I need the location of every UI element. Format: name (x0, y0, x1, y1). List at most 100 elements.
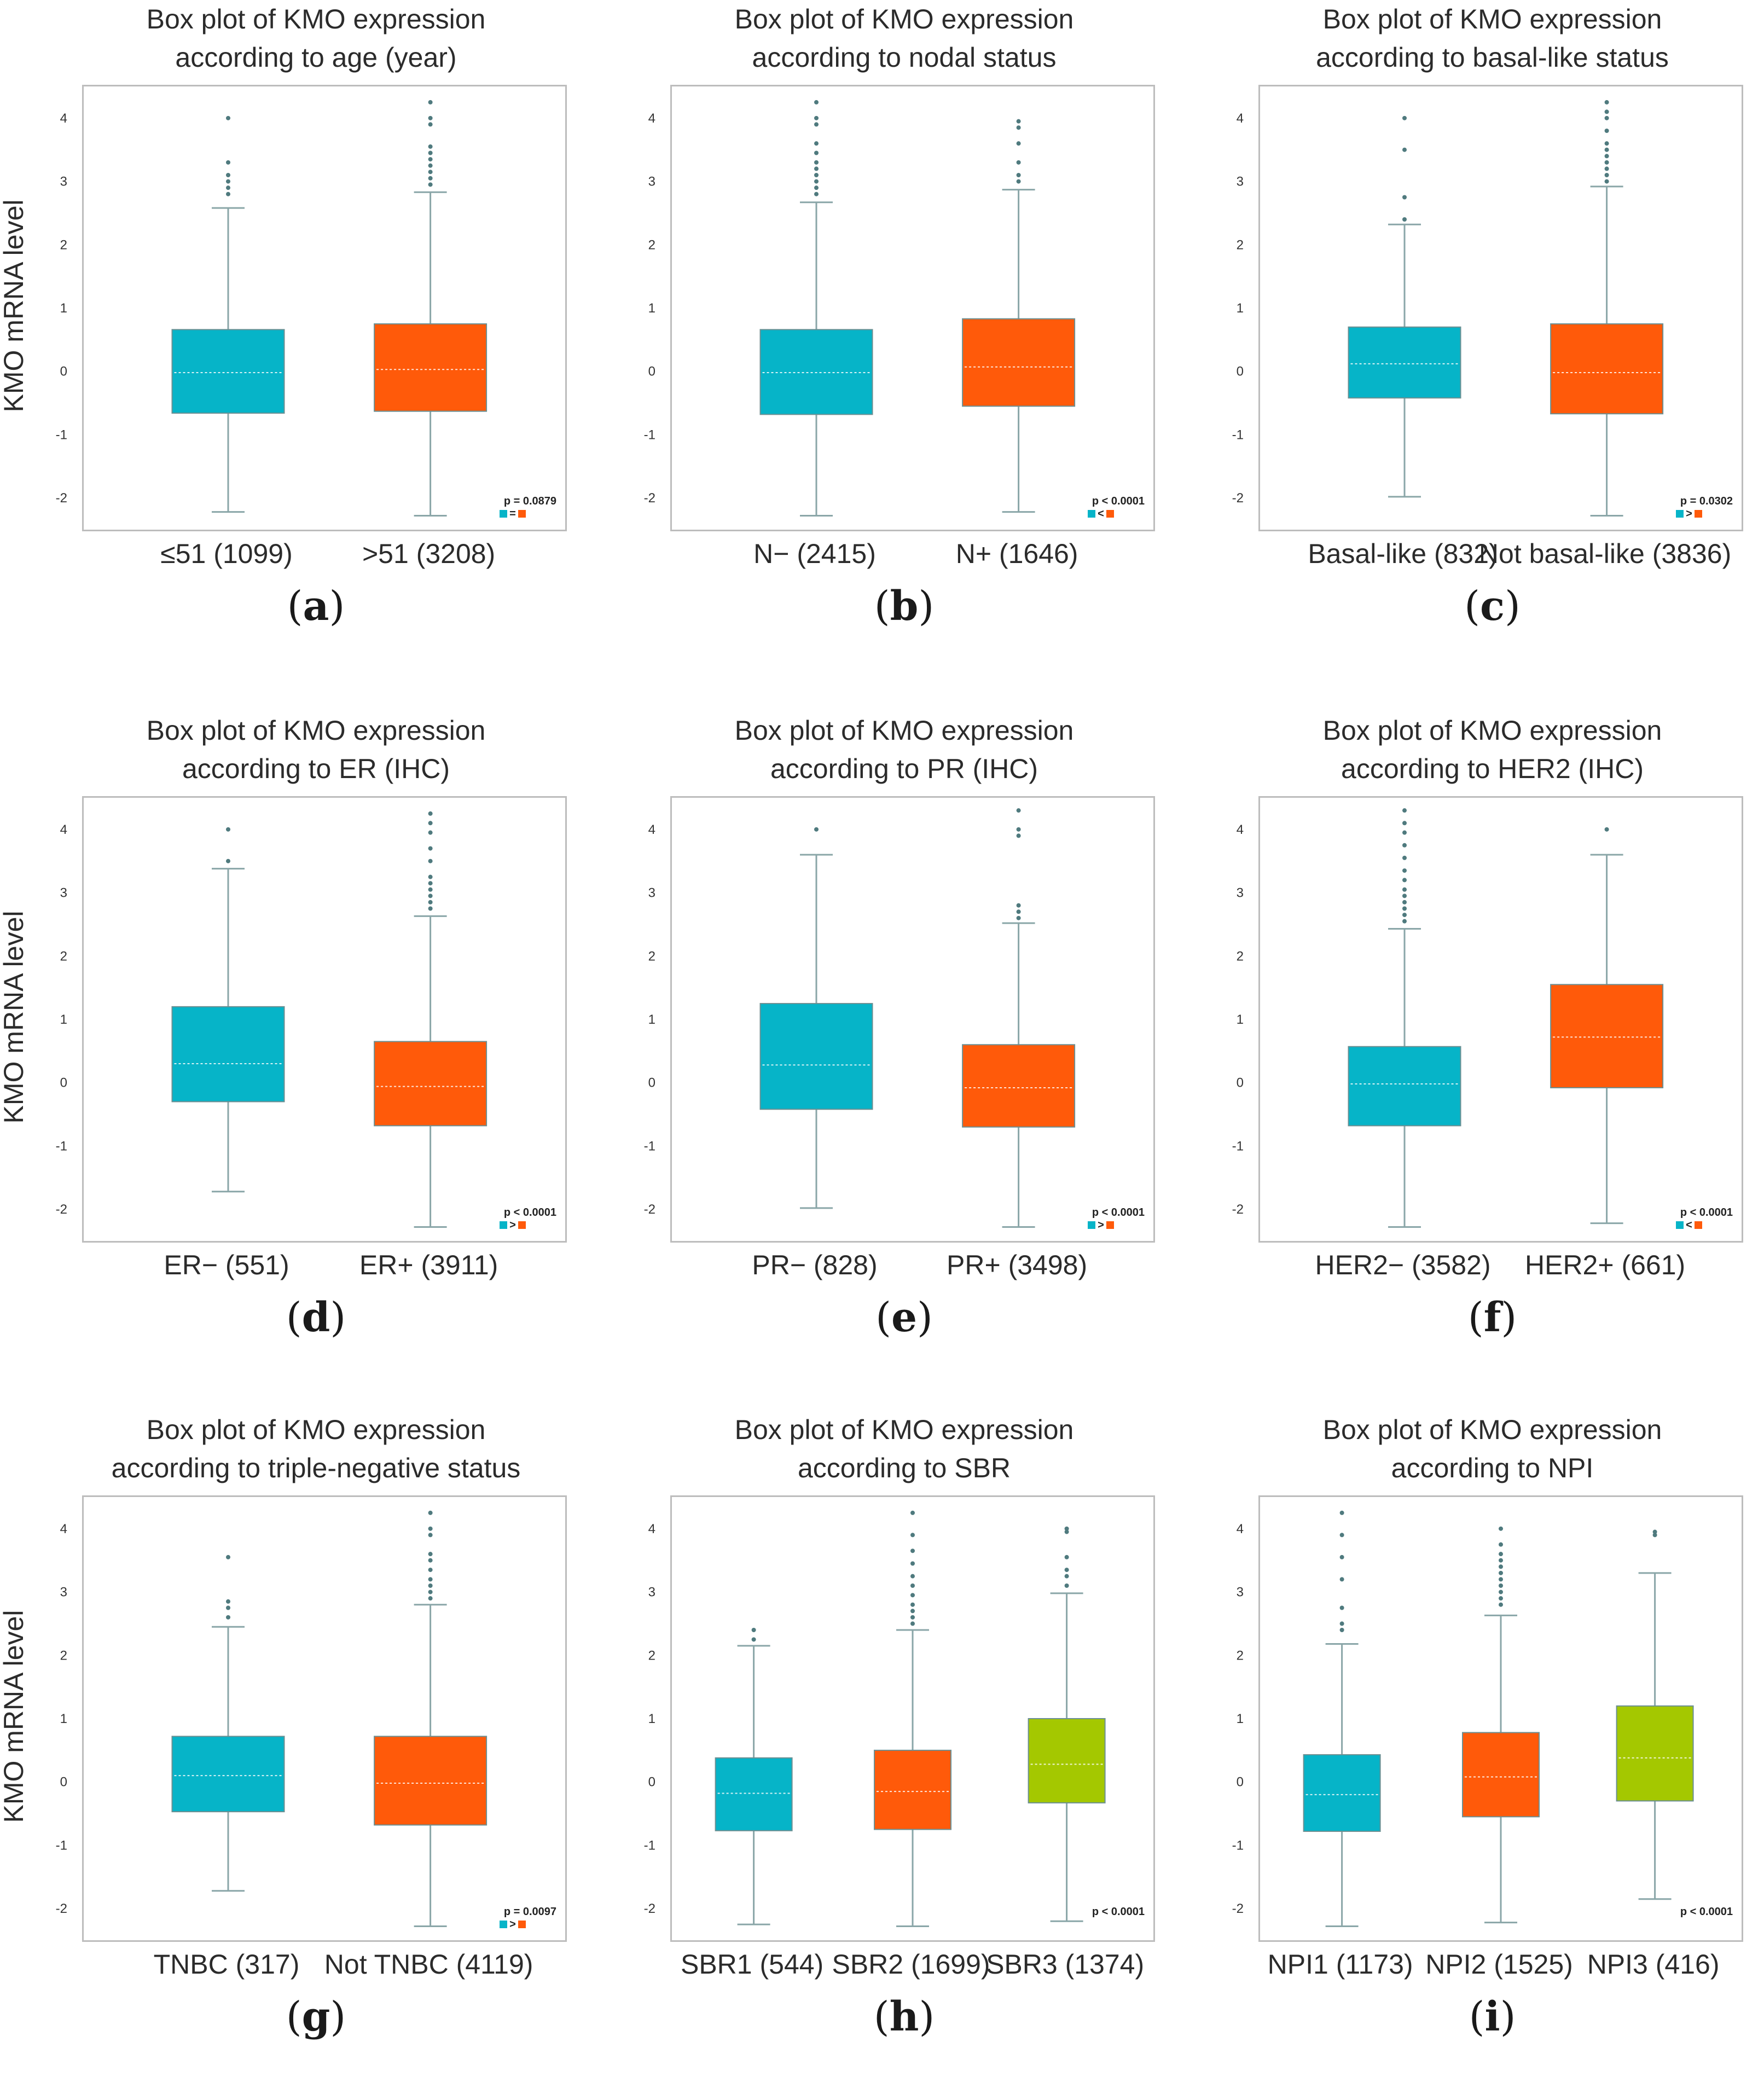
chart-title-line-2: according to SBR (797, 1453, 1011, 1483)
outlier-point (1402, 878, 1407, 883)
outlier-point (814, 100, 819, 105)
outlier-point (1499, 1596, 1503, 1601)
outlier-point (1604, 100, 1609, 105)
y-tick-label: 3 (60, 886, 67, 901)
box-plot-svg: -2 -1 0 1 2 3 4 p < 0.0001> (56, 811, 556, 1231)
outlier-point (226, 1554, 230, 1559)
outlier-point (428, 1583, 433, 1588)
legend-swatch-orange (1106, 510, 1114, 518)
outlier-point (814, 141, 819, 146)
outlier-point (1016, 125, 1021, 130)
panel-letter: (c) (1464, 583, 1521, 630)
panel-f: Box plot of KMO expression according to H… (1198, 711, 1764, 1401)
panel-g: Box plot of KMO expression according to t… (0, 1411, 610, 2100)
outlier-point (1016, 833, 1021, 838)
outlier-point (226, 1605, 230, 1610)
outlier-point (1604, 173, 1609, 177)
outlier-point (1016, 903, 1021, 908)
box-orange (962, 318, 1076, 407)
outlier-point (1604, 154, 1609, 159)
panel-letter: (i) (1469, 1993, 1516, 2040)
outlier-point (751, 1637, 756, 1642)
outlier-point (1016, 160, 1021, 165)
box-green (1616, 1705, 1694, 1802)
legend-swatch-cyan (500, 1921, 507, 1928)
outlier-point (1402, 913, 1407, 918)
outlier-point (814, 192, 819, 196)
y-tick-label: -2 (56, 1901, 67, 1916)
outlier-point (910, 1574, 915, 1579)
y-axis-label: KMO mRNA level (0, 1610, 29, 1823)
chart-title-line-2: according to NPI (1391, 1453, 1594, 1483)
outlier-point (1604, 129, 1609, 133)
outlier-point (428, 115, 433, 120)
chart-title-line-2: according to HER2 (IHC) (1341, 753, 1644, 784)
outlier-point (1499, 1558, 1503, 1563)
outlier-point (428, 830, 433, 835)
y-tick-label: 4 (1237, 111, 1244, 126)
plot-area: -2 -1 0 1 2 3 4 p < 0.0001 < (1232, 796, 1743, 1243)
box-orange (374, 1041, 488, 1127)
box-orange (1550, 323, 1664, 415)
outlier-point (1064, 1574, 1069, 1579)
box-orange (962, 1044, 1076, 1128)
outlier-point (1499, 1552, 1503, 1557)
outlier-point (1402, 147, 1407, 152)
y-tick-label: 2 (648, 949, 655, 964)
panel-letter: (h) (873, 1993, 935, 2040)
p-value-text: p < 0.0001 (1092, 1206, 1145, 1219)
outlier-point (910, 1561, 915, 1566)
x-category-label: SBR3 (1374) (986, 1949, 1145, 1980)
outlier-point (1339, 1621, 1344, 1626)
outlier-point (751, 1628, 756, 1632)
panel-c: Box plot of KMO expression according to b… (1198, 0, 1764, 689)
outlier-point (428, 157, 433, 162)
chart-title-line-1: Box plot of KMO expression (1322, 1414, 1662, 1445)
outlier-point (1499, 1542, 1503, 1547)
outlier-point (814, 150, 819, 155)
relation-symbol: > (1098, 1219, 1104, 1231)
outlier-point (428, 100, 433, 105)
y-tick-label: 1 (1237, 301, 1244, 316)
outlier-point (1064, 1568, 1069, 1573)
outlier-point (428, 1526, 433, 1531)
outlier-point (814, 185, 819, 190)
outlier-point (1499, 1526, 1503, 1531)
outlier-point (1402, 855, 1407, 860)
y-tick-label: -1 (56, 1139, 67, 1153)
y-tick-label: 2 (648, 237, 655, 252)
outlier-point (910, 1602, 915, 1607)
y-tick-label: -1 (1232, 1139, 1244, 1153)
y-tick-label: -2 (1232, 1202, 1244, 1217)
relation-symbol: > (509, 1219, 516, 1231)
chart-title-line-2: according to age (year) (175, 42, 457, 73)
outlier-point (226, 185, 230, 190)
outlier-point (226, 827, 230, 832)
y-tick-label: 3 (648, 886, 655, 901)
y-tick-label: 0 (60, 1775, 67, 1790)
outlier-point (910, 1615, 915, 1620)
outlier-point (1339, 1510, 1344, 1515)
y-tick-label: 0 (1237, 364, 1244, 379)
outlier-point (1604, 179, 1609, 184)
plot-area: -2 -1 0 1 2 3 4 p = 0.0879 = (56, 85, 567, 531)
outlier-point (1064, 1529, 1069, 1534)
p-value-text: p < 0.0001 (1680, 1906, 1733, 1918)
p-value-text: p < 0.0001 (504, 1206, 556, 1219)
outlier-point (428, 900, 433, 904)
y-tick-label: 2 (60, 237, 67, 252)
y-tick-label: 1 (60, 1712, 67, 1726)
outlier-point (910, 1510, 915, 1515)
outlier-point (814, 179, 819, 184)
outlier-point (1402, 919, 1407, 924)
outlier-point (1604, 827, 1609, 832)
outlier-point (1499, 1564, 1503, 1569)
y-tick-label: -2 (56, 1202, 67, 1217)
outlier-point (1402, 217, 1407, 222)
outlier-point (1499, 1602, 1503, 1607)
y-tick-label: 2 (1237, 1648, 1244, 1663)
outlier-point (428, 811, 433, 816)
panel-letter: (f) (1467, 1294, 1517, 1341)
y-tick-label: 3 (1237, 886, 1244, 901)
outlier-point (1064, 1583, 1069, 1588)
